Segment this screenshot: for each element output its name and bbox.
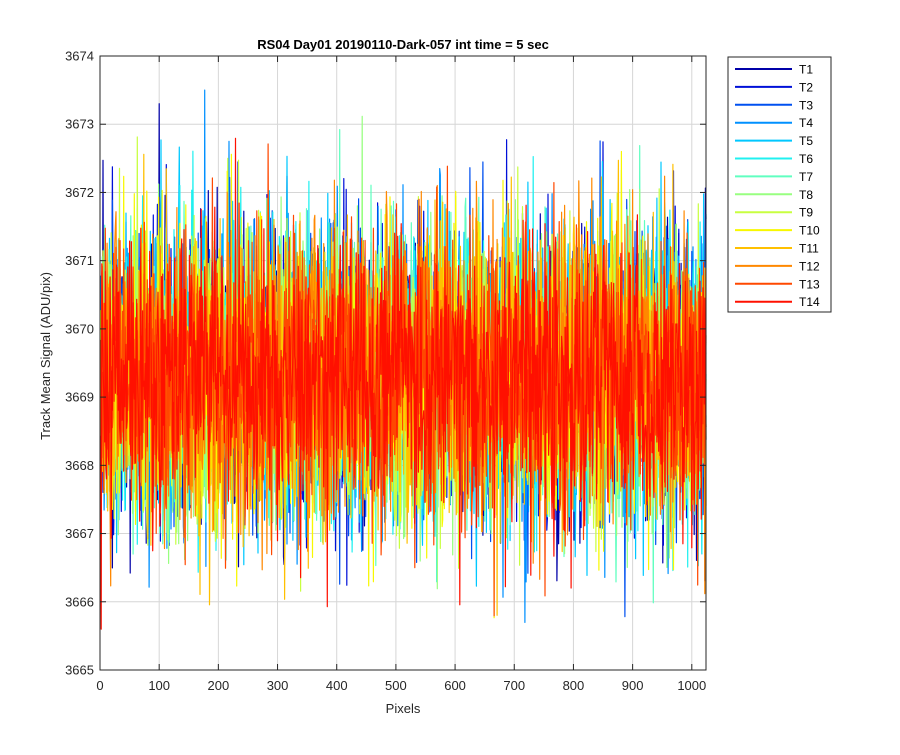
legend: T1 T2 T3 T4 T5 T6 T7 T8 T9 T10 T11 T12 T13 T14	[727, 56, 832, 313]
legend-label-t2: T2	[799, 80, 813, 94]
legend-label-t4: T4	[799, 116, 813, 130]
legend-label-t11: T11	[799, 242, 819, 256]
legend-label-t5: T5	[799, 134, 813, 148]
legend-label-t1: T1	[799, 63, 813, 77]
x-tick-label: 800	[563, 678, 585, 693]
legend-label-t12: T12	[799, 259, 820, 273]
y-tick-label: 3666	[65, 594, 94, 609]
axes-box	[99, 55, 707, 671]
chart-title: RS04 Day01 20190110-Dark-057 int time = …	[257, 37, 549, 52]
y-tick-label: 3671	[65, 253, 94, 268]
y-tick-label: 3668	[65, 458, 94, 473]
series-layer	[100, 89, 707, 630]
x-tick-label: 600	[444, 678, 466, 693]
x-tick-label: 400	[326, 678, 348, 693]
x-tick-label: 200	[208, 678, 230, 693]
y-tick-label: 3667	[65, 526, 94, 541]
x-axis: 0 100 200 300 400 500 600 700 800 900 1000	[96, 56, 706, 693]
y-axis-label: Track Mean Signal (ADU/pix)	[38, 272, 53, 440]
legend-label-t13: T13	[799, 277, 820, 291]
legend-label-t8: T8	[799, 188, 813, 202]
legend-label-t9: T9	[799, 206, 813, 220]
x-tick-label: 900	[622, 678, 644, 693]
y-tick-label: 3672	[65, 185, 94, 200]
x-tick-label: 100	[148, 678, 170, 693]
legend-label-t3: T3	[799, 98, 813, 112]
y-tick-label: 3673	[65, 117, 94, 132]
x-tick-label: 500	[385, 678, 407, 693]
x-tick-label: 300	[267, 678, 289, 693]
y-axis: 3665 3666 3667 3668 3669 3670 3671 3672 3673 3674	[65, 49, 706, 678]
legend-label-t14: T14	[799, 295, 820, 309]
legend-label-t10: T10	[799, 224, 820, 238]
x-tick-label: 1000	[677, 678, 706, 693]
x-tick-label: 0	[96, 678, 103, 693]
x-tick-label: 700	[503, 678, 525, 693]
y-tick-label: 3670	[65, 321, 94, 336]
x-axis-label: Pixels	[386, 701, 421, 716]
y-tick-label: 3669	[65, 390, 94, 405]
series-line-t14	[100, 137, 707, 630]
y-tick-label: 3665	[65, 663, 94, 678]
y-tick-label: 3674	[65, 49, 94, 64]
legend-box	[727, 56, 832, 313]
legend-label-t7: T7	[799, 170, 813, 184]
legend-label-t6: T6	[799, 152, 813, 166]
